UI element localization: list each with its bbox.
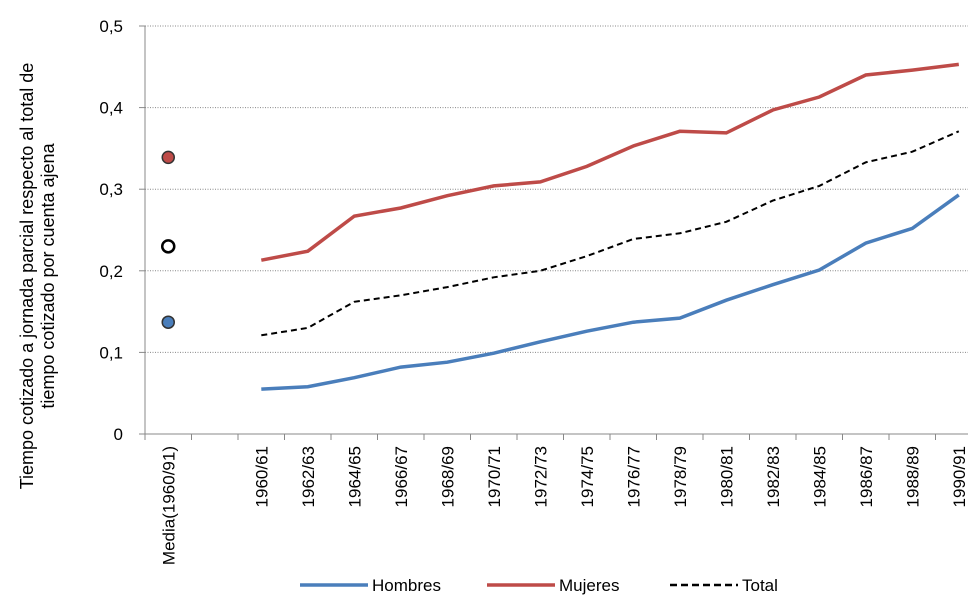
- y-tick-label: 0,3: [99, 180, 123, 199]
- x-tick-label: 1990/91: [950, 446, 969, 507]
- x-tick-label: 1962/63: [299, 446, 318, 507]
- y-axis-label: Tiempo cotizado a jornada parcial respec…: [17, 62, 58, 490]
- y-tick-label: 0: [114, 425, 123, 444]
- x-tick-label: 1984/85: [810, 446, 829, 507]
- x-tick-label: 1966/67: [392, 446, 411, 507]
- x-tick-label: 1970/71: [485, 446, 504, 507]
- series-line: [261, 130, 960, 337]
- x-tick-label: 1972/73: [531, 446, 550, 507]
- legend-label: Hombres: [372, 576, 441, 595]
- y-tick-label: 0,5: [99, 17, 123, 36]
- series-line: [260, 62, 960, 262]
- average-marker: [161, 150, 175, 165]
- x-tick-label: 1968/69: [438, 446, 457, 507]
- average-marker: [161, 315, 175, 329]
- x-tick-label: 1986/87: [857, 446, 876, 507]
- y-tick-label: 0,4: [99, 99, 123, 118]
- series-line: [261, 193, 960, 391]
- x-tick-label: 1978/79: [671, 446, 690, 507]
- y-tick-label: 0,2: [99, 262, 123, 281]
- x-tick-label: 1976/77: [624, 446, 643, 507]
- x-tick-label: 1988/89: [903, 446, 922, 507]
- legend-label: Mujeres: [559, 576, 619, 595]
- legend-label: Total: [742, 576, 778, 595]
- x-tick-label: 1974/75: [578, 446, 597, 507]
- x-tick-label: 1960/61: [252, 446, 271, 507]
- x-tick-label: Media(1960/91): [159, 446, 178, 565]
- x-tick-label: 1982/83: [764, 446, 783, 507]
- x-tick-label: 1964/65: [345, 446, 364, 507]
- y-tick-label: 0,1: [99, 343, 123, 362]
- average-marker: [161, 239, 176, 254]
- x-tick-label: 1980/81: [717, 446, 736, 507]
